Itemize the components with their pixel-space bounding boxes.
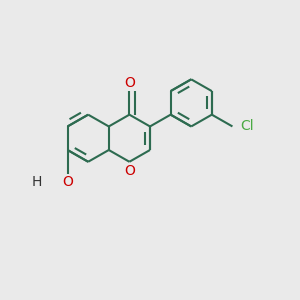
Text: H: H	[31, 175, 42, 189]
Text: O: O	[124, 164, 135, 178]
Text: O: O	[124, 76, 135, 90]
Text: O: O	[62, 175, 73, 189]
Text: Cl: Cl	[240, 119, 254, 134]
